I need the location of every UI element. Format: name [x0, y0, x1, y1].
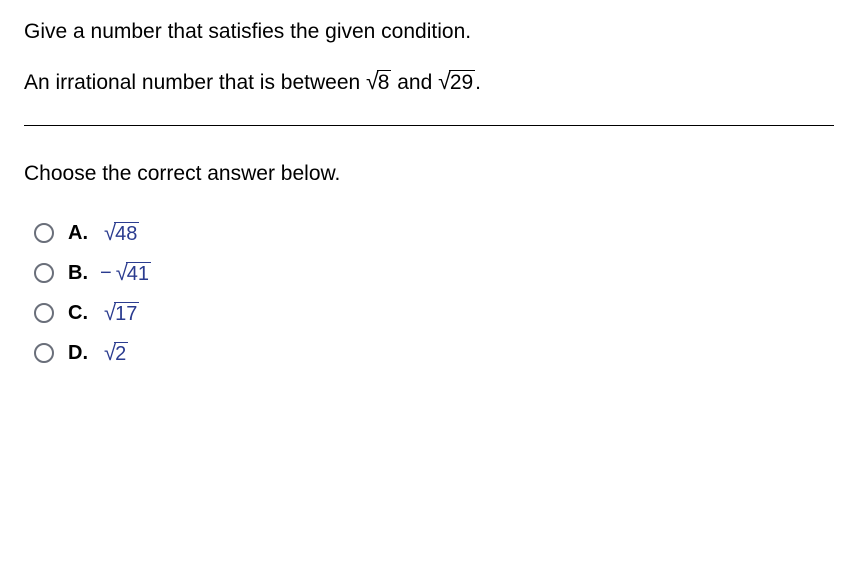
option-d-value: √2: [98, 340, 128, 366]
option-d-letter: D.: [68, 342, 98, 365]
radio-b[interactable]: [34, 263, 54, 283]
question-container: Give a number that satisfies the given c…: [0, 0, 858, 400]
question-line-2: An irrational number that is between √8 …: [24, 68, 834, 95]
option-b-value: − √41: [98, 260, 151, 286]
options-group: A. √48 B. − √41 C. √17 D.: [24, 220, 834, 366]
radio-c[interactable]: [34, 303, 54, 323]
option-c-letter: C.: [68, 302, 98, 325]
option-a-value: √48: [98, 220, 139, 246]
divider: [24, 125, 834, 126]
option-b[interactable]: B. − √41: [34, 260, 834, 286]
option-d[interactable]: D. √2: [34, 340, 834, 366]
option-a-letter: A.: [68, 222, 98, 245]
radio-a[interactable]: [34, 223, 54, 243]
condition-prefix: An irrational number that is between: [24, 71, 366, 94]
sqrt-8: √8: [366, 68, 391, 95]
sqrt-icon: √2: [104, 340, 128, 366]
option-a[interactable]: A. √48: [34, 220, 834, 246]
sqrt-icon: √48: [104, 220, 139, 246]
option-c[interactable]: C. √17: [34, 300, 834, 326]
condition-suffix: .: [475, 71, 481, 94]
answer-prompt: Choose the correct answer below.: [24, 162, 834, 186]
radio-d[interactable]: [34, 343, 54, 363]
condition-mid: and: [391, 71, 438, 94]
sqrt-icon: √41: [116, 260, 151, 286]
sqrt-29: √29: [438, 68, 475, 95]
option-c-value: √17: [98, 300, 139, 326]
sqrt-icon: √17: [104, 300, 139, 326]
option-b-neg: −: [100, 262, 112, 285]
option-b-letter: B.: [68, 262, 98, 285]
question-line-1: Give a number that satisfies the given c…: [24, 20, 834, 44]
